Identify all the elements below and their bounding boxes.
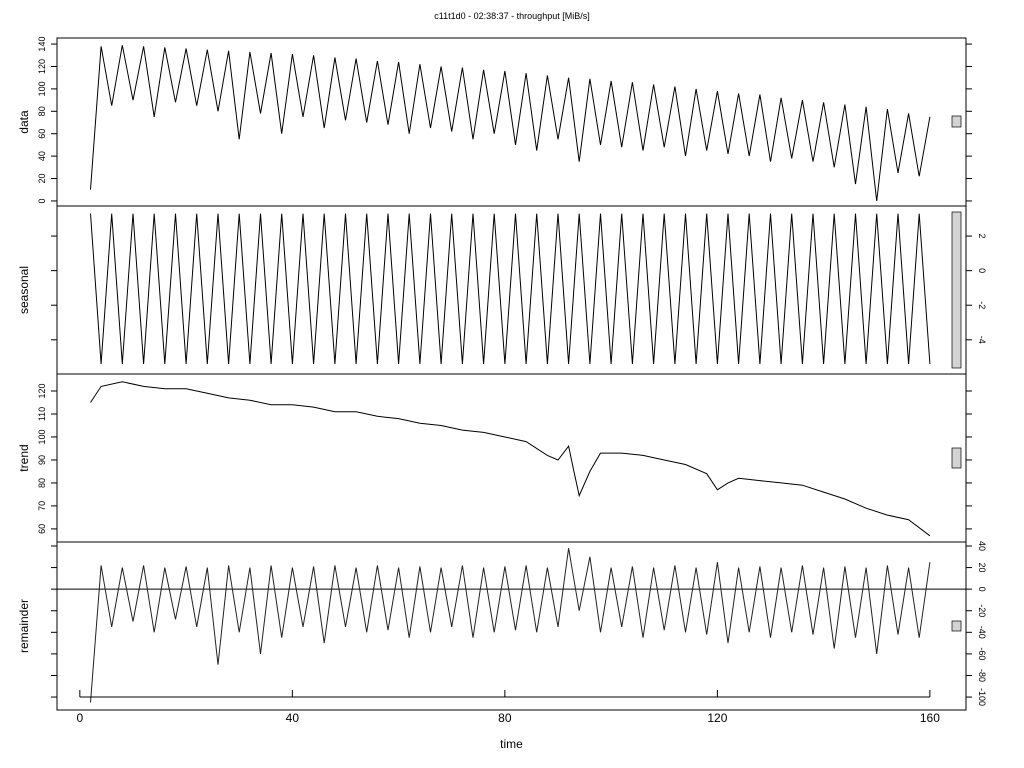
y-tick-label: 20 [37, 174, 47, 184]
y-tick-label: 70 [37, 501, 47, 511]
series-line [90, 213, 931, 365]
y-tick-label: 20 [977, 563, 987, 573]
y-tick-label: -100 [977, 688, 987, 706]
x-tick-label: 120 [707, 711, 727, 725]
y-tick-label: 140 [37, 37, 47, 52]
x-tick-label: 40 [286, 711, 300, 725]
y-tick-label: -4 [977, 336, 987, 344]
range-bar [951, 447, 962, 469]
range-bar [951, 211, 962, 369]
y-tick-label: 60 [37, 129, 47, 139]
y-tick-label: 0 [37, 198, 47, 203]
y-tick-label: 2 [977, 234, 987, 239]
y-tick-label: 40 [37, 151, 47, 161]
y-tick-label: 0 [977, 268, 987, 273]
y-tick-label: 80 [37, 106, 47, 116]
x-axis-label: time [500, 737, 523, 751]
y-tick-label: -60 [977, 647, 987, 660]
chart-title: c11t1d0 - 02:38:37 - throughput [MiB/s] [434, 11, 589, 21]
range-bar [951, 620, 962, 632]
y-tick-label: 40 [977, 541, 987, 551]
y-axis-label: remainder [17, 599, 31, 653]
y-axis-label: seasonal [17, 266, 31, 314]
y-tick-label: 80 [37, 478, 47, 488]
x-tick-label: 160 [920, 711, 940, 725]
y-axis-label: trend [17, 444, 31, 471]
y-tick-label: 110 [37, 407, 47, 421]
panel-frame [56, 541, 967, 711]
y-tick-label: -80 [977, 669, 987, 682]
y-tick-label: 120 [37, 383, 47, 398]
y-tick-label: -40 [977, 626, 987, 639]
y-tick-label: 60 [37, 524, 47, 534]
series-line [90, 381, 931, 537]
y-axis-label: data [17, 110, 31, 134]
series-line [90, 45, 931, 202]
x-tick-label: 0 [77, 711, 84, 725]
y-tick-label: 100 [37, 81, 47, 96]
y-tick-label: -2 [977, 301, 987, 309]
y-tick-label: 120 [37, 59, 47, 74]
y-tick-label: 90 [37, 455, 47, 465]
y-tick-label: -20 [977, 604, 987, 617]
y-tick-label: 100 [37, 429, 47, 444]
range-bar [951, 115, 962, 128]
y-tick-label: 0 [977, 587, 987, 592]
x-tick-label: 80 [498, 711, 512, 725]
series-line [90, 548, 931, 703]
